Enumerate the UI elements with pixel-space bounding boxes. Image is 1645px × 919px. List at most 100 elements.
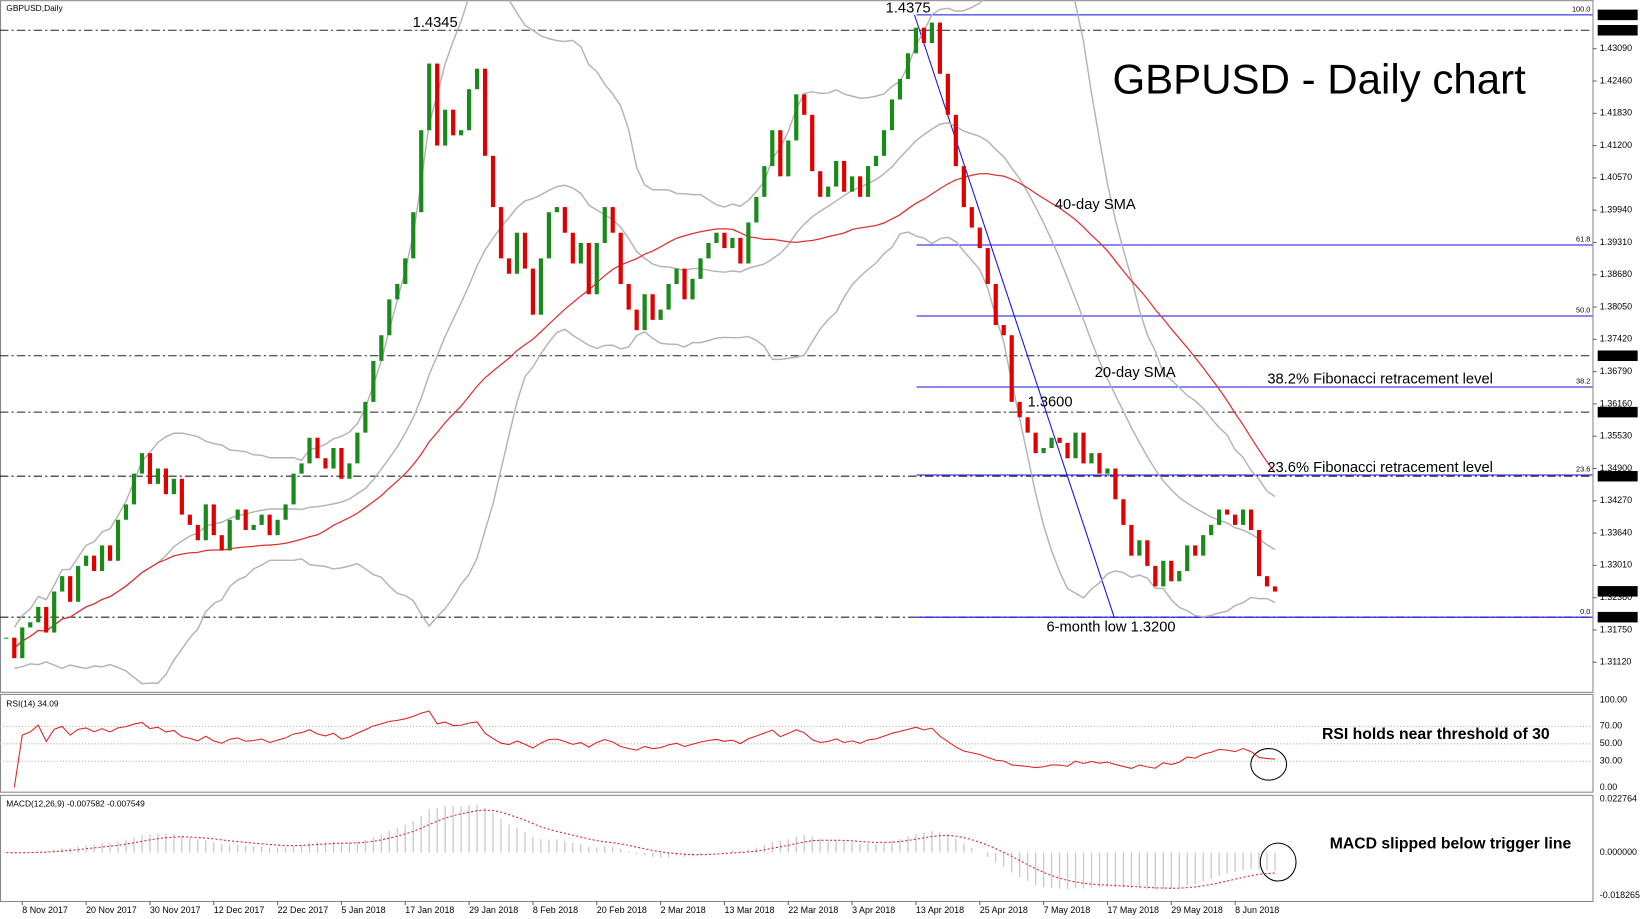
candle [363, 401, 368, 433]
candle [1009, 335, 1014, 402]
candle [1001, 324, 1006, 336]
candle [562, 207, 567, 233]
candle [467, 89, 472, 131]
candle [427, 63, 432, 131]
candle [243, 509, 248, 531]
bollinger-upper [13, 0, 1276, 628]
y-tick-label: 1.35530 [1600, 431, 1632, 441]
candle [961, 166, 966, 208]
price-box-label: 1.34750 [1600, 471, 1632, 481]
y-tick-label: 1.33010 [1600, 560, 1632, 570]
candle [770, 130, 775, 167]
price-box-label: 1.36000 [1600, 406, 1632, 416]
candle [1129, 524, 1134, 556]
rsi-note: RSI holds near threshold of 30 [1322, 726, 1550, 743]
candle [810, 114, 815, 172]
price-box-label: 1.32000 [1600, 612, 1632, 622]
rsi-tick-label: 50.00 [1600, 738, 1622, 748]
y-tick-label: 1.32380 [1600, 592, 1632, 602]
candle [953, 114, 958, 167]
candle [1169, 560, 1174, 582]
candle [490, 155, 496, 208]
y-tick-label: 1.31750 [1600, 624, 1632, 634]
candle [1233, 514, 1238, 525]
candle [379, 335, 384, 361]
candle [171, 478, 176, 495]
candle [746, 222, 751, 264]
price-box [1597, 611, 1638, 623]
x-tick-label: 17 May 2018 [1107, 905, 1159, 915]
price-box [1597, 586, 1638, 597]
macd-panel [0, 794, 1594, 903]
macd-signal [6, 809, 1276, 889]
candle [738, 237, 743, 264]
y-tick-label: 1.41830 [1600, 108, 1632, 118]
candle [115, 519, 121, 561]
candle [403, 258, 408, 284]
candle [546, 212, 551, 259]
candle [12, 637, 17, 659]
candle [650, 294, 655, 320]
candle [666, 283, 671, 310]
fib-label: 61.8 [1576, 235, 1590, 244]
y-tick-label: 1.34900 [1600, 463, 1632, 473]
candle [1049, 437, 1054, 449]
candle [459, 130, 464, 136]
candle [714, 232, 719, 243]
candle [20, 627, 25, 659]
x-tick-label: 22 Dec 2017 [278, 905, 329, 915]
x-tick-label: 8 Feb 2018 [533, 905, 578, 915]
price-box-label: 1.32504 [1600, 586, 1632, 596]
candle [969, 207, 974, 228]
candle [1057, 437, 1062, 443]
x-tick-label: 7 May 2018 [1044, 905, 1091, 915]
candle [1153, 565, 1158, 587]
candle [722, 232, 727, 249]
candle [897, 78, 903, 100]
candle [1272, 586, 1278, 592]
candle [826, 186, 831, 197]
y-tick-label: 1.36790 [1600, 366, 1632, 376]
candle [203, 504, 208, 541]
candle [754, 196, 759, 223]
macd-tick-label: -0.018265 [1600, 890, 1640, 900]
candle [690, 278, 695, 300]
x-tick-label: 8 Nov 2017 [22, 905, 68, 915]
candle [315, 437, 320, 459]
candle [1161, 560, 1166, 587]
candle [91, 555, 97, 572]
annotation: 40-day SMA [1055, 197, 1136, 213]
candle [921, 27, 927, 44]
candle [658, 309, 663, 320]
annotation: 6-month low 1.3200 [1046, 620, 1175, 636]
candle [850, 176, 855, 192]
candle [1248, 509, 1254, 531]
rsi-tick-label: 70.00 [1600, 721, 1622, 731]
candle [538, 258, 544, 315]
annotation: 1.3600 [1028, 395, 1073, 411]
candle [578, 242, 583, 264]
macd-tick-label: 0.000000 [1600, 847, 1637, 857]
annotation: 20-day SMA [1095, 365, 1176, 381]
candle [586, 242, 591, 295]
candle [131, 473, 137, 505]
candle [283, 504, 288, 520]
candle [1089, 453, 1094, 464]
candle [1097, 453, 1102, 474]
candle [1121, 499, 1126, 525]
annotation: 38.2% Fibonacci retracement level [1267, 372, 1493, 388]
candle [786, 140, 791, 177]
candle [1264, 576, 1270, 587]
candle [842, 160, 847, 192]
candle [474, 68, 480, 90]
candle [818, 171, 823, 197]
candle [443, 109, 448, 146]
candle [4, 637, 9, 639]
candle [514, 232, 520, 274]
candle [83, 555, 89, 566]
candle [570, 232, 575, 264]
candle [339, 448, 344, 479]
chart-title: GBPUSD - Daily chart [1112, 55, 1526, 102]
annotation: 1.4375 [886, 0, 931, 16]
header: GBPUSD,Daily [6, 3, 63, 13]
